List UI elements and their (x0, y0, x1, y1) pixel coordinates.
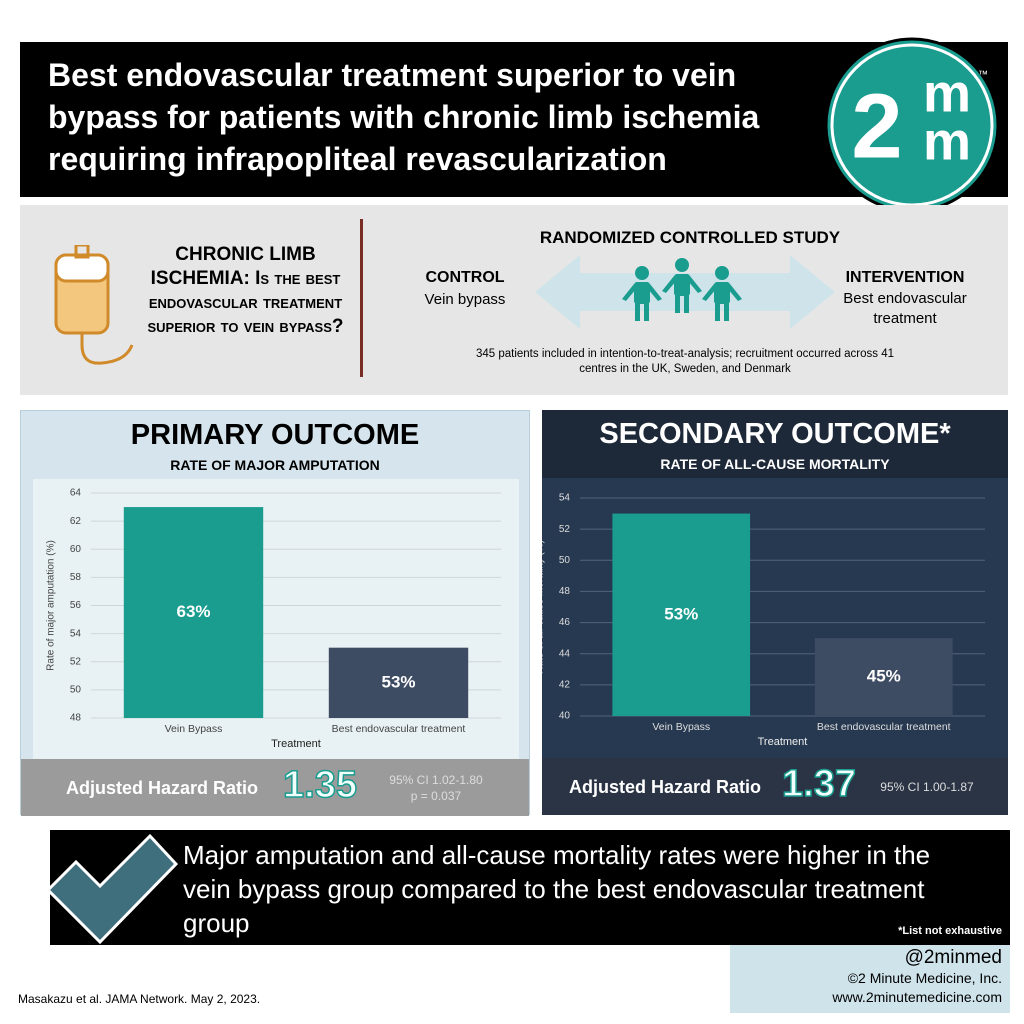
chart: 40 42 44 46 48 50 52 54 Rate of all-cause mortal… (542, 493, 985, 748)
citation: Masakazu et al. JAMA Network. May 2, 202… (18, 992, 261, 1006)
study-panel: CHRONIC LIMB ISCHEMIA: Is the best endov… (20, 205, 1008, 395)
hazard-ratio: 1.37 (781, 762, 856, 806)
divider (360, 219, 363, 377)
y-tick-label: 46 (559, 617, 571, 628)
conclusion: Major amputation and all-cause mortality… (183, 840, 931, 938)
x-tick-label: Best endovascular treatment (332, 723, 466, 735)
study-design: RANDOMIZED CONTROLLED STUDY (539, 228, 841, 247)
conclusion-box: Major amputation and all-cause mortality… (45, 830, 1010, 945)
logo-letter: m (923, 63, 971, 123)
bar (123, 507, 264, 718)
y-tick-label: 50 (70, 685, 82, 696)
hazard-band: Adjusted Hazard Ratio 1.35 95% CI 1.02-1… (21, 759, 529, 816)
x-tick-label: Vein Bypass (652, 721, 710, 733)
confidence-interval: 95% CI 1.00-1.87 (880, 780, 974, 794)
bar (328, 647, 469, 718)
secondary-panel: SECONDARY OUTCOME* RATE OF ALL-CAUSE MOR… (542, 410, 1008, 815)
bar (814, 638, 953, 716)
study-question: CHRONIC LIMB ISCHEMIA: Is the best endov… (147, 244, 344, 337)
value-label: 45% (867, 667, 901, 686)
y-tick-label: 48 (559, 586, 571, 597)
chart-subtitle: RATE OF ALL-CAUSE MORTALITY (660, 456, 890, 472)
hazard-band: Adjusted Hazard Ratio 1.37 95% CI 1.00-1… (542, 758, 1008, 815)
intervention: Best endovascular treatment (843, 290, 967, 327)
hazard-label: Adjusted Hazard Ratio (569, 777, 762, 797)
y-tick-label: 40 (559, 711, 571, 722)
y-tick-label: 54 (559, 493, 571, 504)
y-tick-label: 62 (70, 516, 82, 527)
control-label: CONTROL (425, 269, 505, 286)
y-tick-label: 48 (70, 713, 82, 724)
control: Vein bypass (424, 291, 506, 308)
y-axis-label: Rate of all-cause mortality (%) (542, 540, 546, 674)
handle: @2minmed (904, 947, 1002, 968)
logo-digit: 2 (851, 75, 902, 177)
y-axis-label: Rate of major amputation (%) (46, 540, 57, 671)
y-tick-label: 58 (70, 572, 82, 583)
intervention-label: INTERVENTION (845, 269, 965, 286)
y-tick-label: 64 (70, 488, 82, 499)
checkmark-icon (45, 833, 178, 945)
y-tick-label: 56 (70, 600, 82, 611)
x-axis-label: Treatment (758, 736, 808, 748)
value-label: 53% (381, 672, 415, 691)
hazard-ratio: 1.35 (282, 763, 357, 807)
logo: 2 m m ™ (824, 37, 1000, 213)
y-tick-label: 54 (70, 628, 82, 639)
chart-title: SECONDARY OUTCOME* (599, 418, 951, 450)
hazard-label: Adjusted Hazard Ratio (66, 778, 259, 798)
chart: 48 50 52 54 56 58 60 62 64 Rate of major amputati… (46, 488, 501, 750)
x-tick-label: Vein Bypass (165, 723, 223, 735)
credits-box: @2minmed ©2 Minute Medicine, Inc. www.2m… (730, 945, 1010, 1013)
company: ©2 Minute Medicine, Inc. (847, 970, 1002, 986)
y-tick-label: 50 (559, 555, 571, 566)
x-tick-label: Best endovascular treatment (817, 721, 951, 733)
bar (612, 513, 751, 716)
value-label: 63% (176, 602, 210, 621)
study-note: 345 patients included in intention-to-tr… (475, 348, 895, 375)
p-value: p = 0.037 (410, 789, 462, 803)
arrow-icon (535, 255, 835, 329)
y-tick-label: 60 (70, 544, 82, 555)
logo-letter: m (923, 111, 971, 171)
logo-tm: ™ (978, 70, 988, 81)
confidence-interval: 95% CI 1.02-1.80 (389, 773, 483, 787)
x-axis-label: Treatment (271, 738, 321, 750)
y-tick-label: 52 (559, 524, 571, 535)
value-label: 53% (664, 604, 698, 623)
y-tick-label: 52 (70, 656, 82, 667)
chart-title: PRIMARY OUTCOME (130, 419, 420, 451)
primary-panel: PRIMARY OUTCOME RATE OF MAJOR AMPUTATION… (20, 410, 530, 816)
iv-bag-icon (54, 245, 134, 365)
chart-subtitle: RATE OF MAJOR AMPUTATION (170, 457, 380, 473)
footnote: *List not exhaustive (898, 925, 1002, 937)
url: www.2minutemedicine.com (832, 989, 1002, 1005)
y-tick-label: 42 (559, 679, 571, 690)
title: Best endovascular treatment superior to … (48, 57, 760, 177)
y-tick-label: 44 (559, 648, 571, 659)
